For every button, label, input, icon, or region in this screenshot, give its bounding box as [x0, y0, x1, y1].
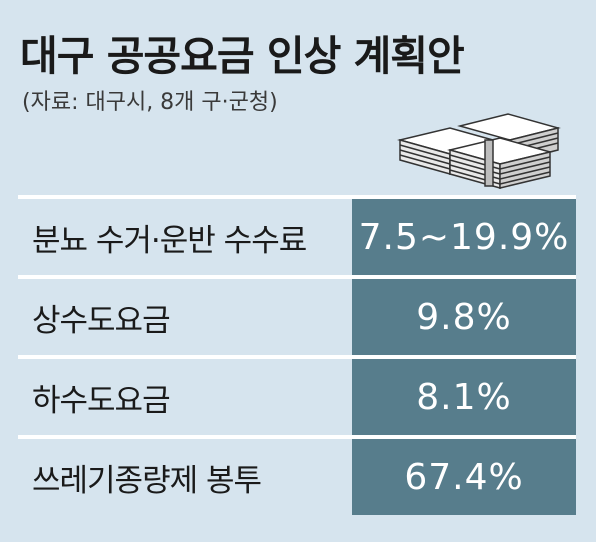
row-value: 67.4% — [352, 439, 576, 515]
table-row: 하수도요금 8.1% — [18, 359, 576, 435]
row-separator — [18, 275, 576, 279]
row-separator — [18, 195, 576, 199]
row-value: 9.8% — [352, 279, 576, 355]
stacked-bills-icon — [390, 100, 570, 200]
row-label: 상수도요금 — [32, 302, 171, 339]
row-label: 쓰레기종량제 봉투 — [32, 462, 262, 499]
table-row: 분뇨 수거·운반 수수료 7.5~19.9% — [18, 199, 576, 275]
row-value: 7.5~19.9% — [352, 199, 576, 275]
row-label: 하수도요금 — [32, 382, 171, 419]
table-row: 쓰레기종량제 봉투 67.4% — [18, 439, 576, 515]
row-separator — [18, 355, 576, 359]
table-row: 상수도요금 9.8% — [18, 279, 576, 355]
row-separator — [18, 435, 576, 439]
row-value: 8.1% — [352, 359, 576, 435]
source-note: (자료: 대구시, 8개 구·군청) — [22, 90, 278, 115]
page-title: 대구 공공요금 인상 계획안 — [20, 32, 465, 80]
rate-table: 분뇨 수거·운반 수수료 7.5~19.9% 상수도요금 9.8% 하수도요금 … — [18, 195, 576, 515]
row-label: 분뇨 수거·운반 수수료 — [32, 222, 307, 259]
